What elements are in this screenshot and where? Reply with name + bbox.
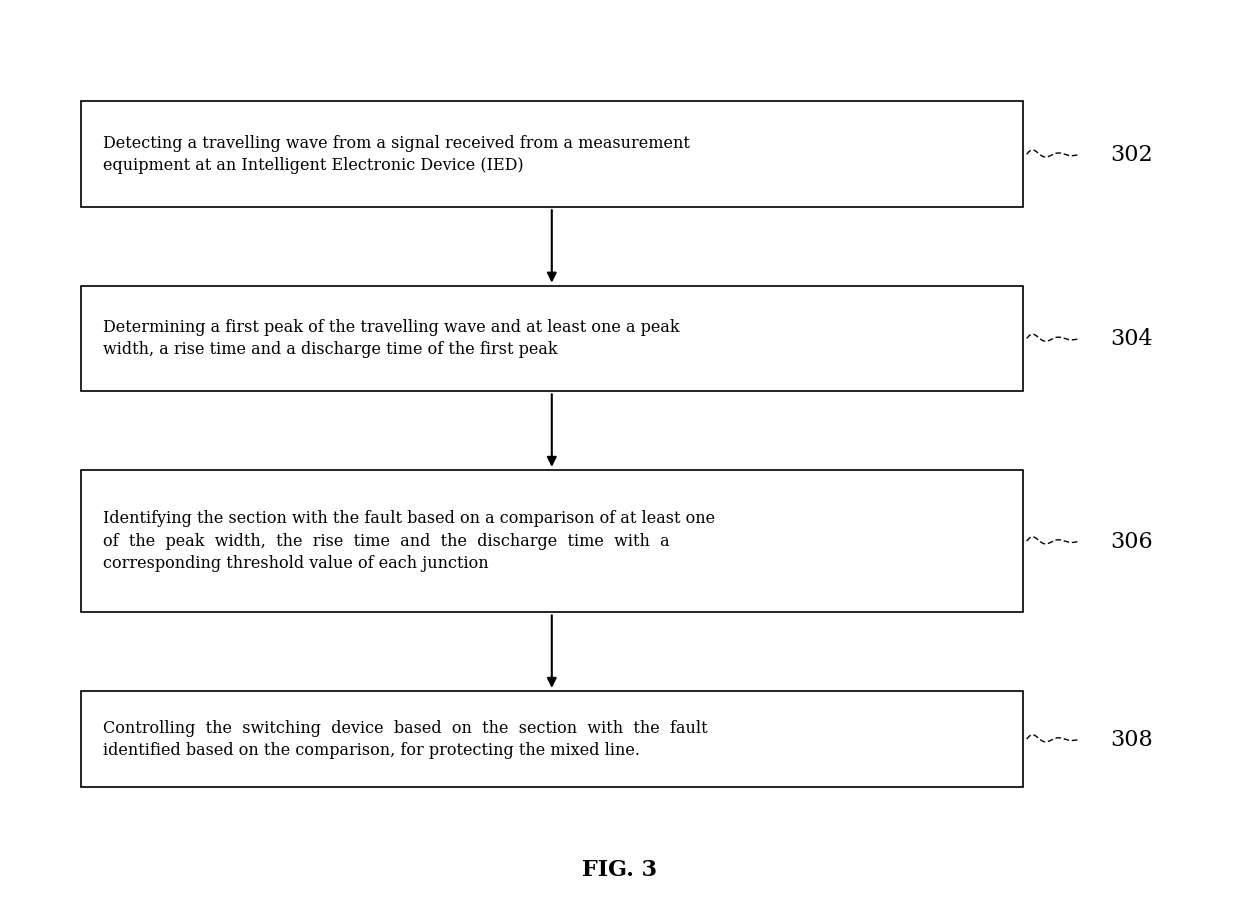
Text: FIG. 3: FIG. 3	[583, 859, 657, 881]
Text: Identifying the section with the fault based on a comparison of at least one
of : Identifying the section with the fault b…	[103, 510, 715, 572]
Text: Controlling  the  switching  device  based  on  the  section  with  the  fault
i: Controlling the switching device based o…	[103, 719, 708, 759]
Text: 306: 306	[1110, 530, 1152, 553]
FancyBboxPatch shape	[81, 470, 1023, 612]
FancyBboxPatch shape	[81, 286, 1023, 391]
Text: Determining a first peak of the travelling wave and at least one a peak
width, a: Determining a first peak of the travelli…	[103, 319, 680, 358]
FancyBboxPatch shape	[81, 691, 1023, 787]
Text: 302: 302	[1110, 144, 1152, 166]
Text: 304: 304	[1110, 328, 1152, 350]
FancyBboxPatch shape	[81, 101, 1023, 207]
Text: Detecting a travelling wave from a signal received from a measurement
equipment : Detecting a travelling wave from a signa…	[103, 134, 689, 174]
Text: 308: 308	[1110, 729, 1152, 751]
